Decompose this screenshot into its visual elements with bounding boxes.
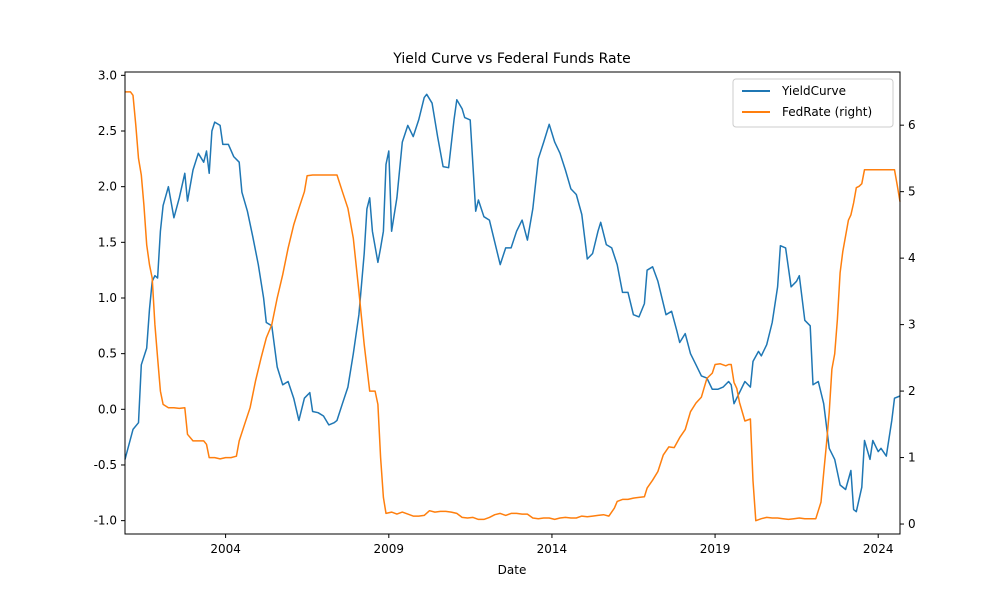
x-axis-label: Date [498,563,527,577]
x-tick-label: 2004 [210,542,241,556]
x-tick-label: 2024 [863,542,894,556]
y-right-tick-label: 4 [908,251,916,265]
x-tick-label: 2014 [537,542,568,556]
y-left-tick-label: 1.5 [98,235,117,249]
y-axis-right: 0 1 2 3 4 5 6 [900,118,916,531]
legend-label-fedrate: FedRate (right) [782,105,872,119]
chart-title: Yield Curve vs Federal Funds Rate [392,51,630,67]
y-left-tick-label: -1.0 [94,514,117,528]
y-left-tick-label: 3.0 [98,68,117,82]
y-right-tick-label: 6 [908,118,916,132]
y-right-tick-label: 2 [908,384,916,398]
plot-frame [124,71,901,535]
y-left-tick-label: 0.5 [98,347,117,361]
x-tick-label: 2009 [374,542,405,556]
x-axis: 2004 2009 2014 2019 2024 [210,534,893,556]
y-right-tick-label: 3 [908,318,916,332]
y-left-tick-label: 2.0 [98,180,117,194]
legend-label-yieldcurve: YieldCurve [781,84,846,98]
y-left-tick-label: 1.0 [98,291,117,305]
legend-box [732,78,894,128]
legend: YieldCurve FedRate (right) [732,78,894,128]
y-left-tick-label: -0.5 [94,458,117,472]
y-axis-left: -1.0 -0.5 0.0 0.5 1.0 1.5 2.0 2.5 3.0 [94,68,125,528]
y-right-tick-label: 5 [908,185,916,199]
y-left-tick-label: 0.0 [98,402,117,416]
series-line-1 [125,91,901,522]
x-tick-label: 2019 [700,542,731,556]
series-layer [124,91,901,522]
y-right-tick-label: 1 [908,451,916,465]
series-line-0 [124,93,901,513]
y-right-tick-label: 0 [908,517,916,531]
y-left-tick-label: 2.5 [98,124,117,138]
